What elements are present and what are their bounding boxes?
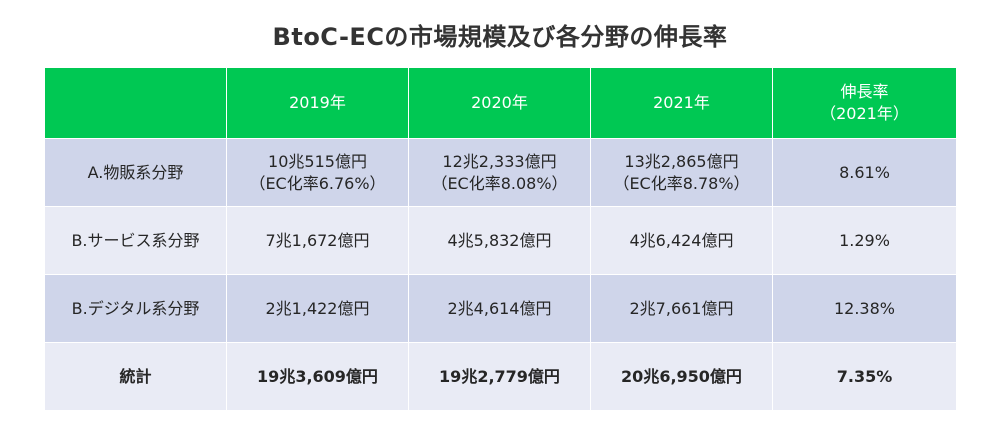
cell-growth: 1.29% [772, 206, 957, 275]
cell-2019: 19兆3,609億円 [226, 342, 409, 411]
ec-market-table: 2019年 2020年 2021年 伸長率 （2021年） A.物販系分野 10… [44, 67, 957, 411]
header-row: 2019年 2020年 2021年 伸長率 （2021年） [44, 67, 957, 139]
cell-2021: 20兆6,950億円 [590, 342, 773, 411]
cell-value: 13兆2,865億円 [624, 151, 739, 171]
cell-growth: 7.35% [772, 342, 957, 411]
cell-2021: 4兆6,424億円 [590, 206, 773, 275]
cell-2019: 2兆1,422億円 [226, 274, 409, 343]
cell-2021: 13兆2,865億円 （EC化率8.78%） [590, 138, 773, 207]
header-2020: 2020年 [408, 67, 591, 139]
header-2021: 2021年 [590, 67, 773, 139]
table-row-total: 統計 19兆3,609億円 19兆2,779億円 20兆6,950億円 7.35… [44, 342, 957, 411]
cell-ec-rate: （EC化率8.78%） [613, 173, 750, 193]
cell-2020: 4兆5,832億円 [408, 206, 591, 275]
header-2019: 2019年 [226, 67, 409, 139]
cell-value: 12兆2,333億円 [442, 151, 557, 171]
cell-2020: 19兆2,779億円 [408, 342, 591, 411]
cell-2019: 7兆1,672億円 [226, 206, 409, 275]
header-empty-cell [44, 67, 227, 139]
row-label: B.サービス系分野 [44, 206, 227, 275]
cell-2020: 12兆2,333億円 （EC化率8.08%） [408, 138, 591, 207]
row-label: B.デジタル系分野 [44, 274, 227, 343]
cell-value: 10兆515億円 [268, 151, 367, 171]
cell-ec-rate: （EC化率6.76%） [249, 173, 386, 193]
row-label: A.物販系分野 [44, 138, 227, 207]
page-title: BtoC-ECの市場規模及び各分野の伸長率 [272, 23, 728, 51]
header-growth-label: 伸長率 [840, 82, 889, 101]
cell-growth: 8.61% [772, 138, 957, 207]
cell-growth: 12.38% [772, 274, 957, 343]
header-growth-year: （2021年） [820, 104, 909, 123]
cell-2019: 10兆515億円 （EC化率6.76%） [226, 138, 409, 207]
table-row: B.サービス系分野 7兆1,672億円 4兆5,832億円 4兆6,424億円 … [44, 206, 957, 275]
table-row: B.デジタル系分野 2兆1,422億円 2兆4,614億円 2兆7,661億円 … [44, 274, 957, 343]
cell-ec-rate: （EC化率8.08%） [431, 173, 568, 193]
row-label: 統計 [44, 342, 227, 411]
table-row: A.物販系分野 10兆515億円 （EC化率6.76%） 12兆2,333億円 … [44, 138, 957, 207]
cell-2020: 2兆4,614億円 [408, 274, 591, 343]
cell-2021: 2兆7,661億円 [590, 274, 773, 343]
header-growth: 伸長率 （2021年） [772, 67, 957, 139]
